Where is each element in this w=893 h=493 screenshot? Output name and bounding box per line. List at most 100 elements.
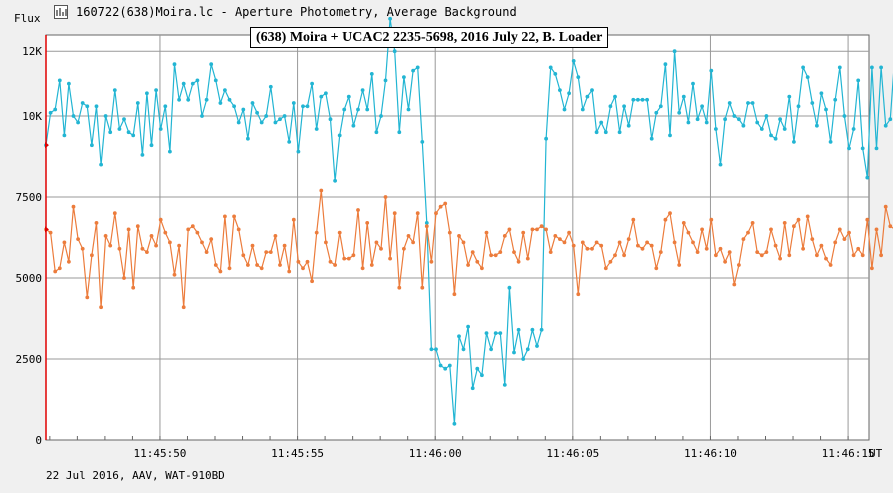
data-point: [213, 78, 218, 83]
data-point: [424, 224, 429, 229]
data-point: [140, 246, 145, 251]
data-point: [135, 101, 140, 105]
data-point: [833, 240, 838, 245]
data-point: [383, 78, 388, 83]
data-point: [411, 240, 415, 245]
data-point: [76, 120, 80, 125]
data-point: [324, 91, 328, 96]
data-point: [502, 383, 507, 387]
data-point: [333, 263, 337, 267]
data-point: [636, 243, 640, 248]
data-point: [759, 127, 764, 131]
data-point: [466, 324, 470, 329]
data-point: [406, 234, 411, 238]
data-point: [681, 221, 686, 225]
data-point: [888, 224, 893, 229]
data-point: [218, 269, 223, 274]
data-point: [392, 49, 397, 54]
data-point: [778, 256, 782, 261]
data-point: [457, 234, 461, 238]
data-point: [461, 240, 466, 245]
data-point: [714, 127, 718, 131]
data-point: [117, 246, 122, 251]
data-point: [314, 230, 319, 235]
data-point: [883, 123, 888, 128]
data-point: [296, 149, 301, 154]
x-tick-label: 11:46:05: [546, 447, 599, 460]
data-point: [268, 84, 273, 89]
data-point: [782, 127, 787, 131]
data-point: [360, 266, 365, 271]
data-point: [324, 240, 328, 245]
data-point: [287, 140, 292, 144]
data-point: [828, 263, 833, 267]
data-point: [737, 263, 741, 267]
series-layer: [44, 16, 893, 426]
data-point: [67, 81, 71, 86]
data-point: [287, 269, 292, 274]
data-point: [640, 246, 645, 251]
data-point: [108, 130, 113, 135]
data-point: [769, 133, 773, 138]
series-2: [44, 188, 893, 310]
data-point: [80, 246, 85, 251]
data-point: [507, 227, 512, 232]
data-point: [507, 285, 512, 290]
data-point: [470, 250, 475, 255]
data-point: [131, 285, 136, 290]
data-point: [521, 357, 526, 361]
data-point: [535, 227, 539, 232]
data-point: [870, 266, 874, 271]
data-point: [617, 130, 622, 135]
data-point: [622, 104, 626, 109]
data-point: [71, 204, 76, 209]
data-point: [727, 250, 732, 255]
data-point: [429, 259, 434, 264]
data-point: [383, 195, 388, 199]
data-point: [695, 117, 700, 122]
data-point: [704, 120, 709, 125]
data-point: [190, 81, 195, 86]
data-point: [493, 331, 498, 335]
data-point: [746, 230, 750, 235]
data-point: [645, 240, 649, 245]
data-point: [177, 97, 182, 102]
data-point: [461, 347, 466, 352]
chart-icon[interactable]: [54, 5, 68, 19]
x-tick-label: 11:46:00: [409, 447, 462, 460]
data-point: [521, 230, 526, 235]
data-point: [103, 234, 108, 238]
data-point: [346, 94, 351, 99]
grid-layer: [46, 35, 869, 440]
data-point: [273, 234, 278, 238]
data-point: [558, 88, 562, 92]
data-point: [447, 230, 452, 235]
data-point: [603, 266, 608, 271]
data-point: [626, 237, 631, 242]
data-point: [828, 140, 833, 144]
series-2-line: [45, 190, 893, 308]
data-point: [447, 363, 452, 368]
data-point: [186, 227, 191, 232]
data-point: [769, 227, 773, 232]
data-point: [314, 127, 319, 131]
data-point: [333, 178, 337, 183]
data-point: [415, 211, 420, 216]
data-point: [429, 347, 434, 352]
data-point: [782, 221, 787, 225]
data-point: [94, 104, 99, 109]
data-point: [824, 107, 828, 112]
data-point: [392, 211, 397, 216]
data-point: [213, 263, 218, 267]
data-point: [580, 107, 585, 112]
data-point: [154, 88, 159, 92]
data-point: [553, 234, 558, 238]
data-point: [824, 256, 828, 261]
data-point: [163, 104, 168, 109]
x-tick-label: 11:45:55: [271, 447, 324, 460]
data-point: [842, 237, 847, 242]
x-tick-label: 11:45:50: [133, 447, 186, 460]
data-point: [268, 250, 273, 255]
footer-note: 22 Jul 2016, AAV, WAT-910BD: [46, 469, 225, 482]
